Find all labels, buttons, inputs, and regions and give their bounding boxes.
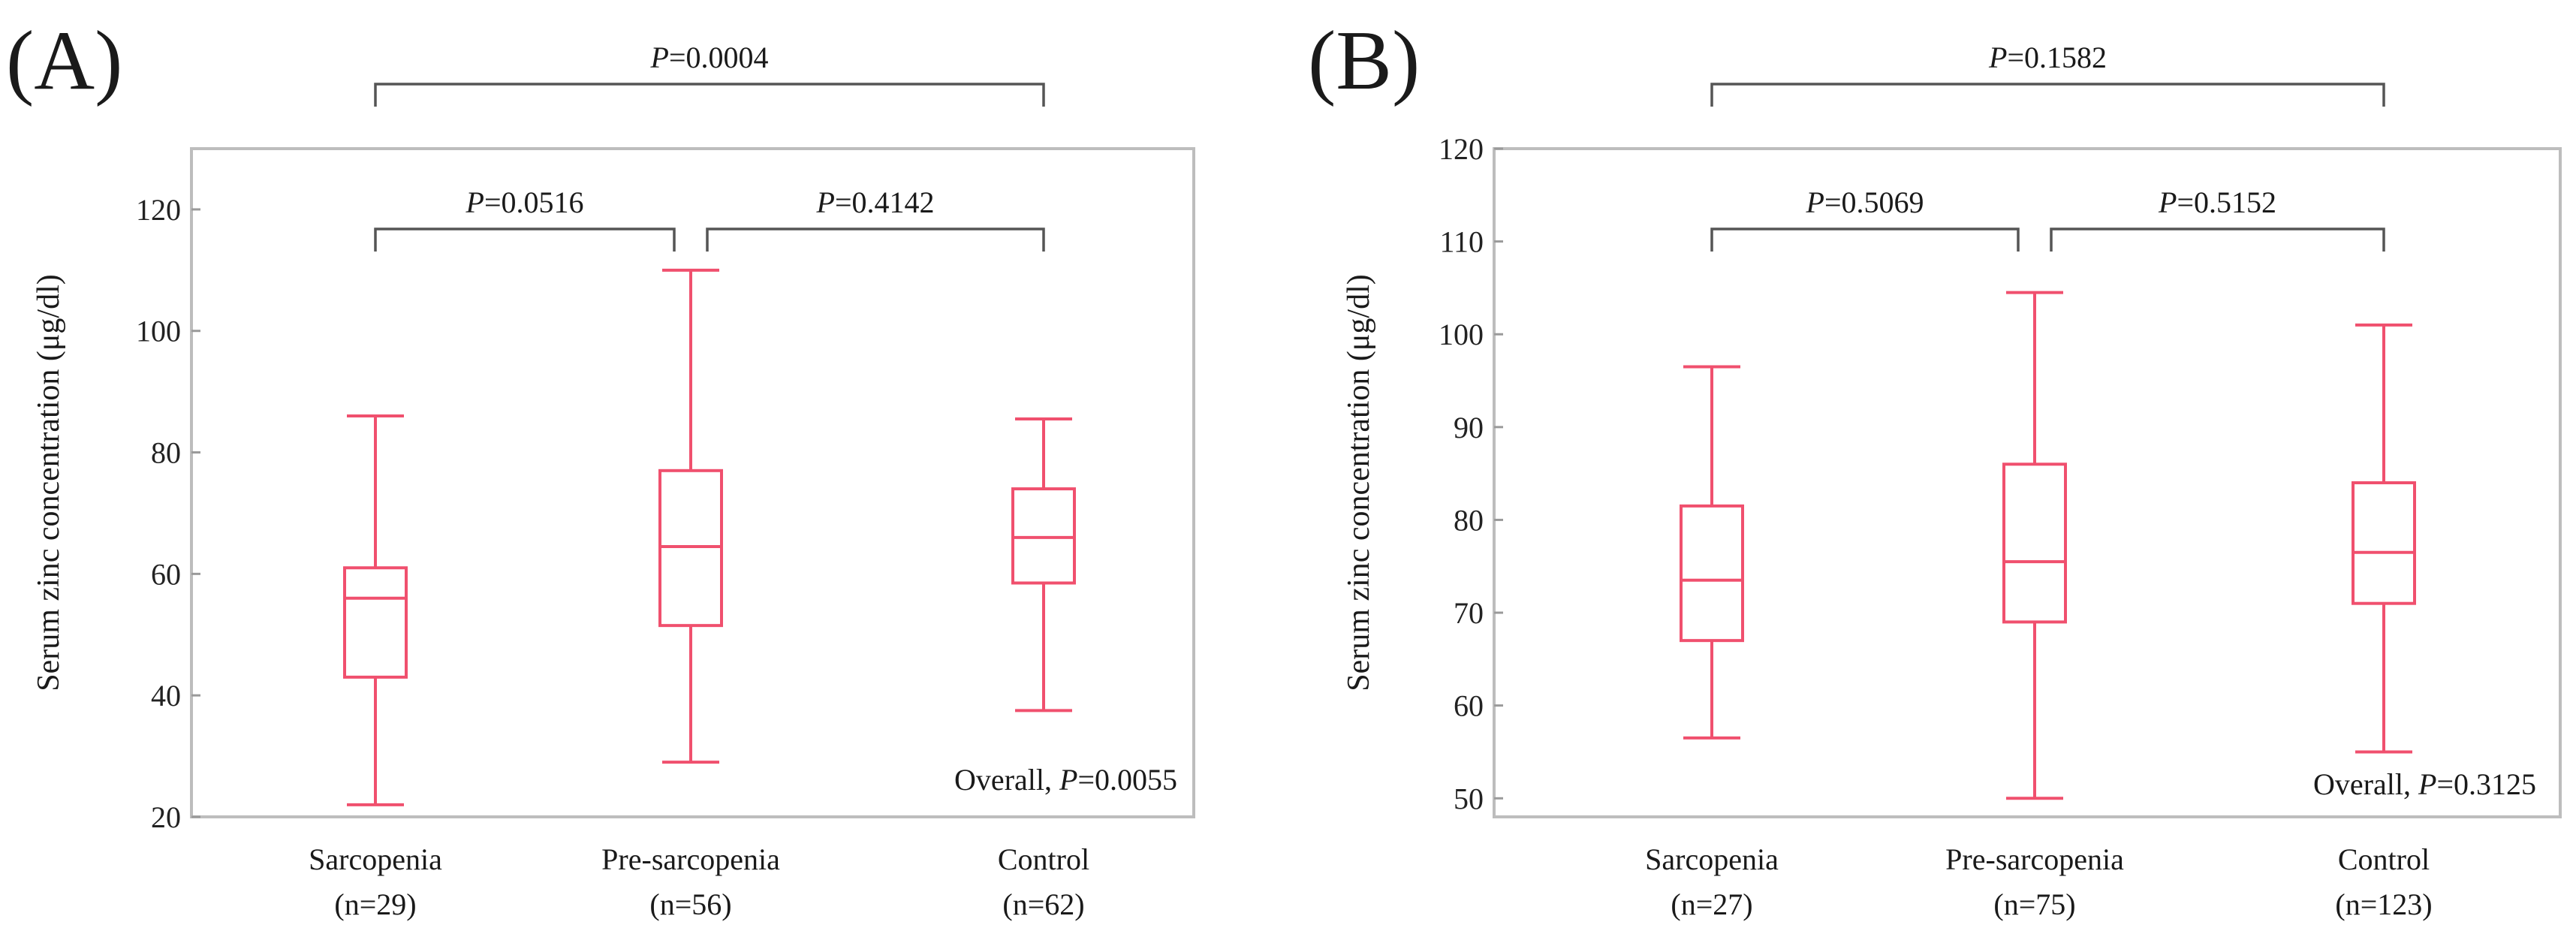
y-tick-label: 90 (1454, 411, 1484, 444)
category-label: Sarcopenia (309, 842, 442, 876)
box-control (2352, 323, 2416, 754)
y-tick-label: 60 (151, 557, 181, 591)
iqr-box (2002, 462, 2067, 624)
p-value-label: P=0.0516 (465, 185, 584, 219)
p-value-label: P=0.5069 (1806, 185, 1924, 219)
overall-p-value: Overall, P=0.3125 (2313, 767, 2536, 801)
y-axis-label: Serum zinc concentration (μg/dl) (32, 274, 66, 691)
category-n: (n=56) (649, 887, 731, 921)
y-tick-label: 80 (151, 436, 181, 470)
box-pre-sarcopenia (658, 268, 723, 764)
category-label: Pre-sarcopenia (601, 842, 780, 876)
significance-bracket (374, 227, 676, 252)
category-label: Sarcopenia (1645, 842, 1779, 876)
y-tick-label: 40 (151, 679, 181, 713)
category-n: (n=27) (1671, 887, 1752, 921)
y-tick-label: 20 (151, 800, 181, 834)
significance-bracket (1710, 227, 2020, 252)
category-n: (n=75) (1993, 887, 2075, 921)
y-tick-label: 120 (136, 193, 181, 227)
significance-bracket (706, 227, 1045, 252)
category-label: Control (2338, 842, 2430, 876)
panel-b: (B) 50 60 70 80 90 100 110 120 Serum zinc concent… (1308, 14, 2562, 921)
y-axis-label: Serum zinc concentration (μg/dl) (1342, 274, 1376, 691)
iqr-box (658, 468, 723, 628)
box-pre-sarcopenia (2002, 291, 2067, 800)
category-n: (n=123) (2335, 887, 2432, 921)
iqr-box (1011, 487, 1076, 585)
iqr-box (2352, 481, 2416, 605)
category-label: Pre-sarcopenia (1945, 842, 2124, 876)
plot-frame (1493, 147, 2562, 818)
y-tick-label: 100 (1439, 318, 1484, 351)
y-tick-label: 80 (1454, 503, 1484, 537)
p-value-label: P=0.5152 (2158, 185, 2276, 219)
significance-bracket (1710, 83, 2385, 107)
plot-frame (190, 147, 1195, 818)
y-tick-label: 50 (1454, 782, 1484, 815)
p-value-label: P=0.4142 (816, 185, 935, 219)
iqr-box (1680, 504, 1744, 643)
significance-bracket (374, 83, 1045, 107)
y-tick-label: 70 (1454, 596, 1484, 630)
overall-p-value: Overall, P=0.0055 (954, 763, 1177, 797)
box-sarcopenia (1680, 365, 1744, 740)
y-tick-label: 120 (1439, 132, 1484, 166)
p-value-label: P=0.0004 (650, 41, 769, 74)
category-n: (n=29) (334, 887, 416, 921)
p-value-label: P=0.1582 (1988, 41, 2107, 74)
box-sarcopenia (343, 414, 408, 806)
box-control (1011, 417, 1076, 713)
iqr-box (343, 566, 408, 679)
y-tick-label: 100 (136, 315, 181, 348)
y-tick-label: 110 (1439, 225, 1484, 259)
significance-bracket (2050, 227, 2385, 252)
y-tick-label: 60 (1454, 689, 1484, 723)
panel-label: (B) (1308, 14, 1420, 107)
category-label: Control (998, 842, 1089, 876)
panel-a: (A) 20 40 60 80 100 120 Serum zinc concentratio… (6, 14, 1195, 921)
panel-label: (A) (6, 14, 122, 107)
category-n: (n=62) (1002, 887, 1084, 921)
